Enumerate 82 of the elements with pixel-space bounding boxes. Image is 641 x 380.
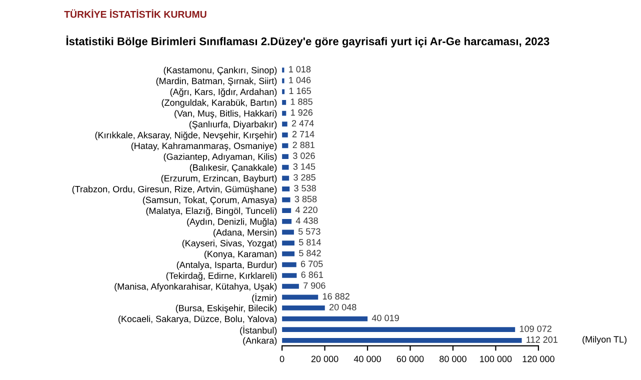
y-tick-label: (Hatay, Kahramanmaraş, Osmaniye) <box>131 142 277 151</box>
y-tick-label: (Gaziantep, Adıyaman, Kilis) <box>164 153 277 162</box>
data-label: 1 018 <box>289 66 311 72</box>
y-tick-label: (Aydın, Denizli, Muğla) <box>187 218 277 227</box>
data-label: 20 048 <box>329 304 356 310</box>
data-label: 4 438 <box>296 217 318 224</box>
x-tick-label: 0 <box>280 356 284 362</box>
data-label: 2 881 <box>292 142 315 148</box>
y-tick-label: (İstanbul) <box>240 326 277 336</box>
bar <box>282 316 368 322</box>
bar <box>282 306 325 310</box>
data-label: 2 474 <box>292 120 314 126</box>
y-tick-label: (İzmir) <box>252 293 277 303</box>
data-label: 3 285 <box>294 174 316 181</box>
data-label: 5 814 <box>298 239 321 246</box>
y-tick-label: (Kırıkkale, Aksaray, Niğde, Nevşehir, Kırşehir) <box>95 132 277 140</box>
data-label: 3 858 <box>294 196 317 202</box>
bar <box>282 294 318 300</box>
data-label: 1 165 <box>289 88 311 94</box>
y-tick-label: (Trabzon, Ordu, Giresun, Rize, Artvin, Gümüşhane) <box>72 186 277 194</box>
y-tick-label: (Kastamonu, Çankırı, Sinop) <box>164 66 277 76</box>
bar <box>282 132 288 138</box>
y-tick-label: (Balıkesir, Çanakkale) <box>190 164 277 173</box>
data-label: 1 885 <box>290 98 312 105</box>
data-label: 109 072 <box>520 326 552 332</box>
bar <box>282 262 296 268</box>
bar <box>282 100 286 105</box>
data-label: 6 705 <box>300 260 323 268</box>
data-label: 3 145 <box>293 163 316 170</box>
x-tick-label: 20 000 <box>311 356 338 362</box>
y-tick-label: (Antalya, Isparta, Burdur) <box>176 261 277 270</box>
x-tick-label: 120 000 <box>522 356 554 362</box>
y-tick-label: (Malatya, Elazığ, Bingöl, Tunceli) <box>146 207 277 216</box>
data-label: 3 026 <box>293 152 315 159</box>
chart-title: İstatistiki Bölge Birimleri Sınıflaması 2.Düzey'e göre gayrisafi yurt içi Ar-Ge harcaması, 2023 <box>66 36 550 48</box>
data-label: 16 882 <box>322 293 350 300</box>
x-tick-label: 40 000 <box>354 356 381 362</box>
y-tick-label: (Mardin, Batman, Şırnak, Siirt) <box>156 78 277 86</box>
y-tick-label: (Van, Muş, Bitlis, Hakkari) <box>174 110 277 118</box>
x-tick-label: 100 000 <box>480 356 512 362</box>
bar <box>282 186 290 192</box>
data-label: 4 220 <box>295 206 318 214</box>
bar <box>282 240 294 246</box>
x-tick-label: 60 000 <box>396 356 424 362</box>
bar <box>282 197 290 202</box>
bar <box>282 338 522 343</box>
y-tick-label: (Ankara) <box>243 337 277 346</box>
y-tick-label: (Erzurum, Erzincan, Bayburt) <box>161 174 277 184</box>
y-tick-label: (Manisa, Afyonkarahisar, Kütahya, Uşak) <box>114 283 277 292</box>
data-label: 7 906 <box>304 282 326 289</box>
y-tick-label: (Kocaeli, Sakarya, Düzce, Bolu, Yalova) <box>118 315 277 324</box>
y-tick-label: (Tekirdağ, Edirne, Kırklareli) <box>166 272 277 281</box>
data-label: 1 046 <box>289 76 311 84</box>
bar <box>282 273 297 278</box>
bar <box>282 176 290 181</box>
data-label: 112 201 <box>526 336 558 343</box>
bar <box>282 164 289 170</box>
y-tick-label: (Samsun, Tokat, Çorum, Amasya) <box>142 196 277 205</box>
bar <box>282 218 292 224</box>
y-tick-label: (Zonguldak, Karabük, Bartın) <box>162 99 277 108</box>
data-label: 2 714 <box>292 130 314 138</box>
y-tick-label: (Adana, Mersin) <box>214 228 277 238</box>
x-axis-title: (Milyon TL) <box>582 336 626 344</box>
bar <box>282 154 289 159</box>
text: TÜRKİYE İSTATİSTİK KURUMU <box>64 9 206 18</box>
y-tick-label: (Kayseri, Sivas, Yozgat) <box>182 240 277 248</box>
y-tick-label: (Şanlıurfa, Diyarbakır) <box>189 120 277 130</box>
data-label: 5 842 <box>299 250 321 256</box>
data-label: 5 573 <box>298 228 320 235</box>
y-tick-label: (Konya, Karaman) <box>204 250 277 260</box>
bar <box>282 122 288 127</box>
data-label: 6 861 <box>301 272 324 278</box>
data-label: 40 019 <box>372 314 399 322</box>
bar <box>282 251 295 256</box>
bar <box>282 327 516 332</box>
y-tick-label: (Ağrı, Kars, Iğdır, Ardahan) <box>170 88 277 97</box>
data-label: 1 926 <box>291 109 313 116</box>
x-tick-label: 80 000 <box>440 356 466 362</box>
data-label: 3 538 <box>294 185 316 192</box>
y-tick-label: (Bursa, Eskişehir, Bilecik) <box>176 304 277 314</box>
bar <box>282 208 292 214</box>
bar <box>282 284 299 289</box>
